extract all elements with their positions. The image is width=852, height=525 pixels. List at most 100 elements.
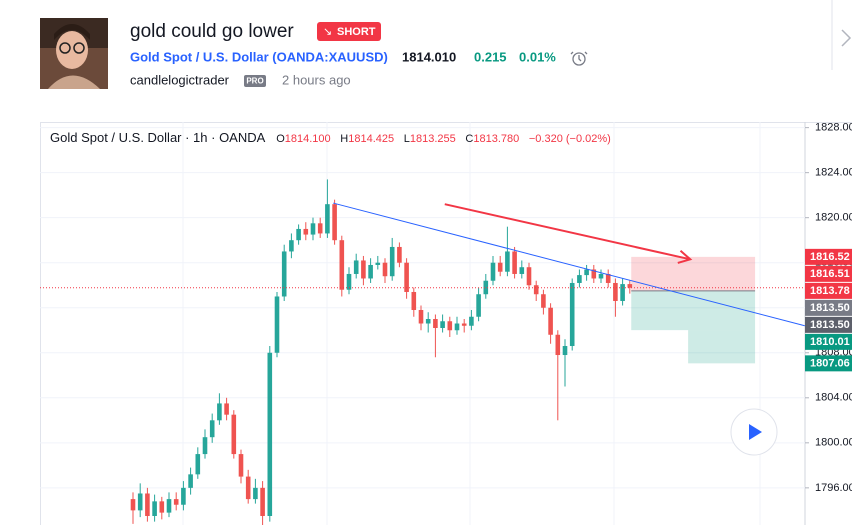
y-tick-label: 1828.00 [815, 122, 852, 134]
candle-body [130, 499, 136, 511]
candle-body [461, 323, 467, 326]
candle-body [447, 321, 453, 331]
pro-badge [244, 75, 266, 87]
candle-body [281, 251, 287, 297]
candle-body [404, 262, 409, 292]
candle-body [375, 262, 381, 265]
chart-frame [40, 122, 852, 525]
candle-body [613, 282, 618, 301]
candle-body [433, 318, 438, 329]
candle-body [152, 501, 157, 516]
candle-body [555, 334, 561, 356]
candle-body [353, 260, 359, 274]
short-badge [317, 22, 381, 41]
candle-body [325, 204, 330, 234]
candle-body [490, 262, 496, 281]
legend-change: −0.320 (−0.02%) [529, 133, 611, 145]
candle-body [505, 251, 510, 272]
candle-body [562, 346, 568, 356]
legend-title: Gold Spot / U.S. Dollar · 1h · OANDA [50, 130, 266, 145]
candle-body [577, 275, 582, 283]
legend-key: H [340, 133, 348, 145]
price-label: 1813.50 [810, 302, 850, 314]
candle-body [253, 487, 258, 500]
candle-body [598, 273, 604, 279]
price-label-box [805, 282, 852, 299]
candle-body [533, 285, 539, 295]
price-label: 1816.52 [810, 251, 850, 263]
candle-body [209, 420, 215, 438]
candle-body [224, 403, 229, 415]
candle-body [454, 323, 460, 331]
change-pct: 0.01% [519, 49, 556, 64]
candle-body [627, 284, 633, 288]
legend-value: 1813.780 [473, 133, 519, 145]
candle-body [173, 499, 179, 505]
price-axis: 1828.001824.001820.001816.001812.001808.… [805, 122, 852, 494]
candle-body [569, 282, 575, 347]
chart-legend: Gold Spot / U.S. Dollar · 1h · OANDA O 18… [50, 130, 611, 145]
candle-body [397, 246, 402, 263]
price-label: 1816.51 [810, 268, 850, 280]
badge-text: SHORT [337, 26, 376, 38]
y-tick-label: 1796.00 [815, 482, 852, 494]
candle-body [166, 499, 172, 513]
candle-body [361, 260, 366, 279]
price-label: 1813.78 [810, 285, 850, 297]
candle-body [332, 204, 337, 241]
alert-icon[interactable] [570, 51, 588, 66]
candle-body [245, 476, 251, 500]
author[interactable]: candlelogictrader [130, 72, 230, 87]
candle-body [497, 262, 503, 272]
legend-value: 1814.425 [348, 133, 394, 145]
candle-body [584, 269, 589, 276]
candle-body [202, 437, 208, 455]
candle-body [389, 246, 395, 277]
price-label: 1813.50 [810, 319, 850, 331]
avatar[interactable] [40, 18, 108, 89]
candle-body [425, 318, 431, 324]
candle-body [469, 316, 474, 326]
price: 1814.010 [402, 49, 456, 64]
y-tick-label: 1800.00 [815, 437, 852, 449]
target-zone [631, 290, 756, 331]
candle-body [339, 240, 345, 290]
next-arrow[interactable] [841, 29, 852, 47]
candle-body [296, 228, 301, 241]
candle-body [289, 240, 294, 252]
candle-body [440, 321, 445, 329]
legend-key: O [276, 133, 285, 145]
legend-value: 1813.255 [410, 133, 456, 145]
time: 2 hours ago [282, 72, 351, 87]
candle-body [267, 352, 273, 516]
candle-body [260, 487, 265, 516]
candle-body [476, 294, 481, 317]
price-label-box [805, 355, 852, 372]
candle-body [382, 262, 388, 277]
candle-body [159, 501, 165, 513]
target-zone [688, 330, 756, 364]
symbol-link[interactable]: Gold Spot / U.S. Dollar (OANDA:XAUUSD) [130, 49, 388, 64]
candle-body [181, 487, 186, 505]
arrow [444, 203, 691, 261]
candle-body [418, 309, 424, 324]
price-label-box [805, 316, 852, 333]
candle-body [231, 414, 237, 455]
idea-title: gold could go lower [130, 21, 294, 42]
candle-body [512, 251, 517, 274]
candle-body [483, 280, 489, 295]
candle-body [145, 493, 150, 516]
change: 0.215 [474, 49, 507, 64]
y-tick-label: 1820.00 [815, 212, 852, 224]
candle-body [620, 284, 625, 301]
play-button[interactable] [730, 408, 778, 456]
candle-body [411, 291, 417, 310]
candle-body [591, 269, 597, 279]
price-label-box [805, 299, 852, 316]
arrow-head [677, 250, 693, 264]
plot [40, 127, 805, 525]
trendline [333, 202, 805, 327]
price-label: 1807.06 [810, 357, 850, 369]
